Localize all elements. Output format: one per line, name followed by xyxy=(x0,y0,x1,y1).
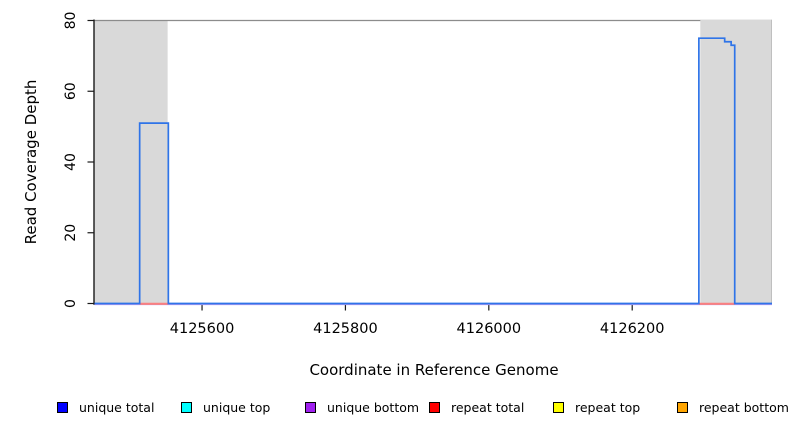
x-tick-label: 4126000 xyxy=(457,321,522,337)
legend-item-unique-top: unique top xyxy=(181,399,270,415)
repeat-region-right xyxy=(700,19,772,304)
legend-swatch-icon xyxy=(553,401,564,413)
legend-label: repeat bottom xyxy=(699,399,789,415)
legend-label: unique bottom xyxy=(327,399,420,415)
y-tick-label: 20 xyxy=(63,224,79,242)
x-tick-label: 4125600 xyxy=(170,321,235,337)
legend-item-repeat-top: repeat top xyxy=(553,399,640,415)
legend-swatch-icon xyxy=(305,401,316,413)
x-tick-label: 4126200 xyxy=(600,321,665,337)
legend-label: repeat top xyxy=(575,399,641,415)
x-axis-title: Coordinate in Reference Genome xyxy=(309,361,559,379)
x-tick-label: 4125800 xyxy=(313,321,378,337)
y-axis-title: Read Coverage Depth xyxy=(22,79,40,245)
legend-swatch-icon xyxy=(429,401,440,413)
legend-item-repeat-total: repeat total xyxy=(429,399,524,415)
legend-item-repeat-bottom: repeat bottom xyxy=(677,399,789,415)
y-tick-label: 60 xyxy=(63,82,79,100)
legend-label: unique top xyxy=(203,399,271,415)
legend-item-unique-bottom: unique bottom xyxy=(305,399,419,415)
y-tick-label: 40 xyxy=(63,153,79,171)
y-tick-label: 80 xyxy=(63,12,79,30)
unique-total-coverage-line xyxy=(94,37,772,305)
plot-area: 0 20 40 60 80 4125600 4125800 4126000 4126200 xyxy=(63,12,772,337)
y-tick-label: 0 xyxy=(63,299,79,308)
legend-item-unique-total: unique total xyxy=(57,399,154,415)
legend-swatch-icon xyxy=(677,401,688,413)
legend-label: unique total xyxy=(79,399,155,415)
legend-label: repeat total xyxy=(451,399,525,415)
legend-swatch-icon xyxy=(57,401,68,413)
repeat-region-left xyxy=(94,20,168,304)
legend-swatch-icon xyxy=(181,401,192,413)
